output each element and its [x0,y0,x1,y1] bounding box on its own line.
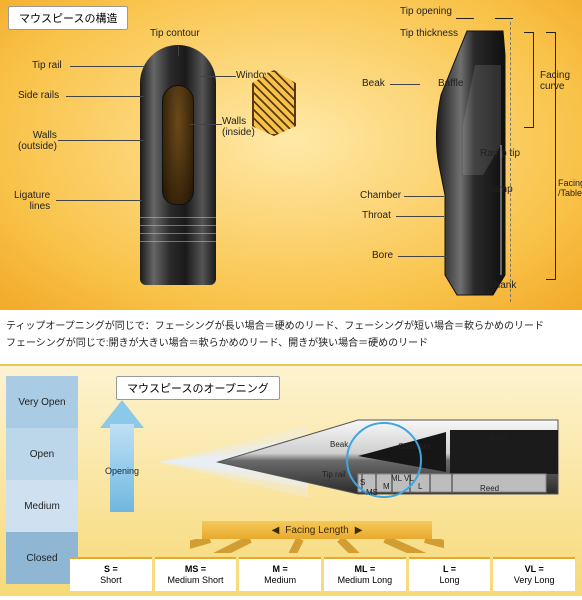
leader [178,46,179,56]
bracket-facing-curve [524,32,534,128]
leader [404,196,444,197]
label-side-rails: Side rails [18,90,59,101]
label-tip-opening: Tip opening [400,6,452,17]
ligature-line [140,225,216,226]
mouthpiece-side-svg [405,25,535,305]
leader [56,200,142,201]
leader [190,124,222,125]
legend-ml: ML = Medium Long [324,557,406,591]
legend-name: Long [440,575,460,586]
legend-code: MS = [185,564,206,575]
label-beak-small: Beak [330,440,348,449]
label-beak: Beak [362,78,385,89]
leader [495,18,513,19]
label-tip-thickness: Tip thickness [400,28,458,39]
label-ramp: Ramp [486,184,513,195]
ligature-line [140,217,216,218]
legend-vl: VL = Very Long [493,557,575,591]
mark-l: L [418,482,422,491]
level-medium: Medium [6,480,78,532]
legend-code: L = [443,564,456,575]
level-very-open: Very Open [6,376,78,428]
arrow-left-icon: ◀ [272,525,280,536]
structure-panel: マウスピースの構造 Tip contour Tip rail Side rail… [0,0,582,310]
label-tip-contour: Tip contour [150,28,200,39]
leader [456,18,474,19]
facing-legend: S = Short MS = Medium Short M = Medium M… [70,557,575,591]
label-ligature-lines: Ligature lines [14,190,50,212]
leader [196,76,236,77]
legend-name: Short [100,575,122,586]
mark-m: M [383,482,390,491]
facing-length-arrows [190,539,444,553]
mark-s: S [360,478,365,487]
opening-arrow-label: Opening [104,466,140,476]
guide-line [510,22,511,302]
ligature-line [140,241,216,242]
mark-vl: VL [404,474,414,483]
legend-m: M = Medium [239,557,321,591]
facing-length-bar: ◀ Facing Length ▶ [202,521,432,539]
opening-arrow: Opening [100,400,144,512]
panel1-title: マウスピースの構造 [8,6,128,30]
mouthpiece-side [405,25,535,305]
legend-name: Medium Long [338,575,393,586]
leader [398,256,448,257]
panel2-title: マウスピースのオープニング [116,376,280,400]
legend-s: S = Short [70,557,152,591]
legend-name: Medium Short [167,575,223,586]
label-walls-inside: Walls (inside) [222,116,255,138]
label-shank: Shank [488,280,516,291]
mark-ml: ML [391,474,402,483]
mouthpiece-front [140,45,216,285]
level-closed: Closed [6,532,78,584]
label-throat: Throat [362,210,391,221]
arrow-right-icon: ▶ [355,525,363,536]
level-open: Open [6,428,78,480]
legend-ms: MS = Medium Short [155,557,237,591]
notes-block: ティップオープニングが同じで：フェーシングが長い場合＝硬めのリード、フェーシング… [0,310,582,364]
label-bore: Bore [372,250,393,261]
label-facing-table: Facing /Table [558,178,582,198]
legend-name: Medium [264,575,296,586]
legend-l: L = Long [409,557,491,591]
label-walls-outside: Walls (outside) [18,130,57,152]
label-chamber: Chamber [360,190,401,201]
label-bore-small: Bore [490,434,507,443]
mark-ms: MS [366,488,378,497]
bracket-facing-table [546,32,556,280]
note-line-1: ティップオープニングが同じで：フェーシングが長い場合＝硬めのリード、フェーシング… [6,318,576,335]
label-tiprail-small: Tip rail [322,470,346,479]
window-hatched-icon [252,70,296,136]
label-reed-small: Reed [480,484,499,493]
legend-name: Very Long [514,575,555,586]
legend-code: M = [273,564,288,575]
leader [70,66,145,67]
leader [396,216,444,217]
legend-code: ML = [355,564,376,575]
note-line-2: フェーシングが同じで:開きが大きい場合＝軟らかめのリード、開きが狭い場合＝硬めの… [6,335,576,352]
facing-length-label: Facing Length [285,525,348,536]
label-ramp-tip: Ramp tip [480,148,520,159]
opening-levels: Very Open Open Medium Closed [6,376,78,584]
leader [58,140,144,141]
legend-code: VL = [525,564,544,575]
mouthpiece-window [162,85,194,205]
label-baffle: Baffle [438,78,463,89]
ligature-line [140,233,216,234]
opening-panel: Very Open Open Medium Closed マウスピースのオープニ… [0,364,582,596]
legend-code: S = [104,564,118,575]
leader [66,96,144,97]
label-tip-rail: Tip rail [32,60,62,71]
leader [390,84,420,85]
